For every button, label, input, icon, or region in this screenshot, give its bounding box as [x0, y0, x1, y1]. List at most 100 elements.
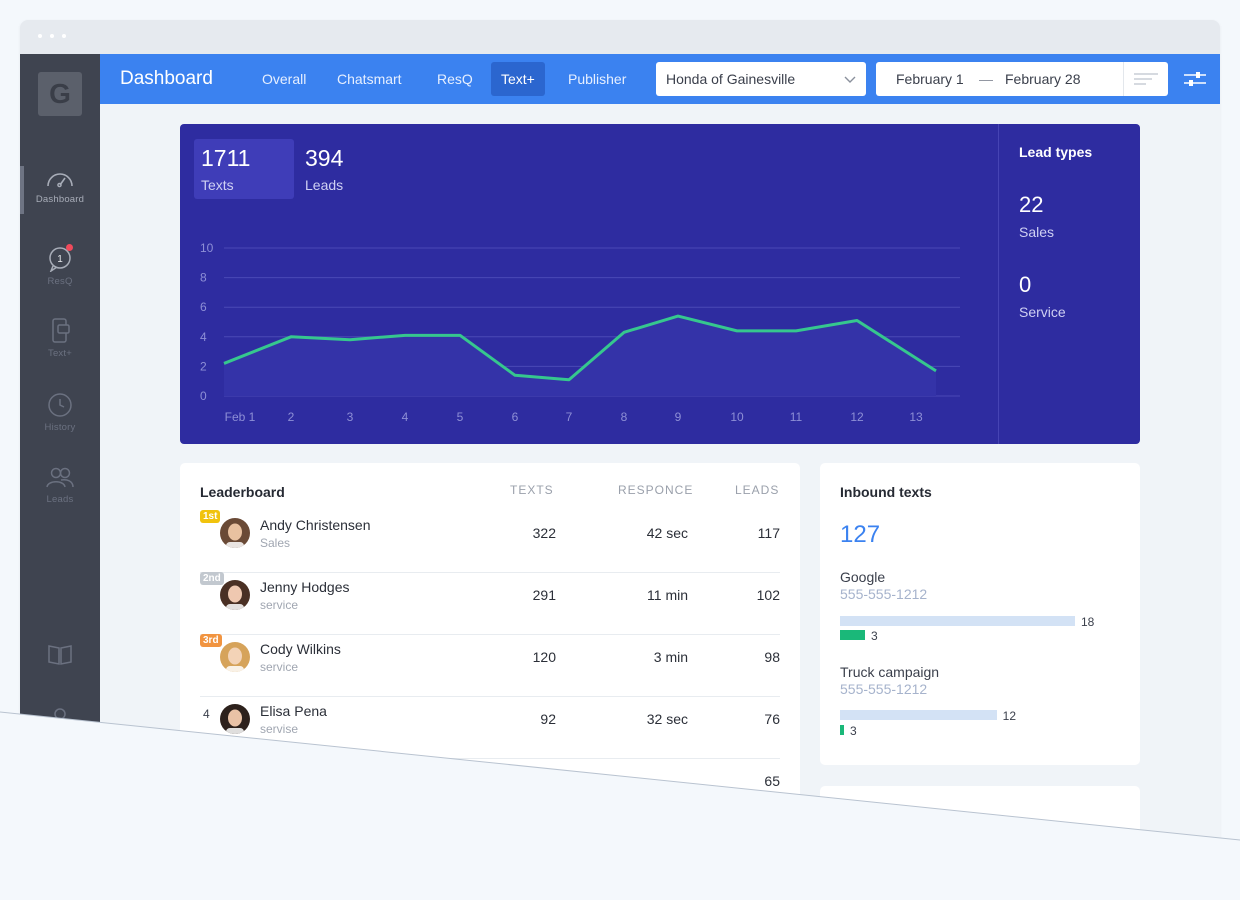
source-phone: 555-555-1212: [840, 681, 928, 697]
speedometer-icon: [47, 173, 73, 188]
y-tick-label: 0: [200, 389, 207, 403]
table-row[interactable]: 1st Andy Christensen Sales 322 42 sec 117: [200, 510, 780, 573]
dealer-select[interactable]: Honda of Gainesville: [656, 62, 866, 96]
inbound-title: Inbound texts: [840, 484, 932, 500]
sales-value: 22: [1019, 192, 1044, 217]
column-header-response[interactable]: RESPONCE: [618, 483, 694, 497]
column-header-texts[interactable]: TEXTS: [510, 483, 554, 497]
source-name: Google: [840, 569, 886, 585]
book-icon: [48, 645, 72, 665]
x-tick-label: 3: [347, 410, 354, 424]
lead-types-panel: Lead types 22 Sales 0 Service: [998, 124, 1140, 444]
source-leads-value: 3: [871, 629, 878, 643]
person-name[interactable]: Andy Christensen: [260, 517, 371, 533]
x-tick-label: 12: [850, 410, 864, 424]
window-titlebar: [20, 20, 1220, 54]
series-area: [224, 316, 936, 396]
x-tick-label: Feb 1: [225, 410, 256, 424]
person-name[interactable]: Cody Wilkins: [260, 641, 341, 657]
sidebar-item-dashboard[interactable]: Dashboard: [20, 166, 100, 214]
rank-badge: 1st: [200, 510, 221, 523]
sales-label: Sales: [1019, 224, 1055, 240]
y-tick-label: 4: [200, 330, 207, 344]
avatar[interactable]: [220, 704, 250, 734]
table-row[interactable]: 2nd Jenny Hodges service 291 11 min 102: [200, 572, 780, 635]
leads-value: 394: [305, 145, 344, 171]
avatar[interactable]: [220, 518, 250, 548]
x-tick-label: 10: [730, 410, 744, 424]
texts-value: 1711: [201, 145, 251, 171]
table-row[interactable]: 4 Elisa Pena servise 92 32 sec 76: [200, 696, 780, 759]
leaderboard-title: Leaderboard: [200, 484, 285, 500]
users-icon: [46, 467, 74, 488]
y-tick-label: 10: [200, 241, 214, 255]
person-name[interactable]: Elisa Pena: [260, 703, 327, 719]
brand-logo[interactable]: G: [38, 72, 82, 116]
date-to[interactable]: February 28: [1005, 71, 1081, 87]
dealer-select-value: Honda of Gainesville: [666, 71, 796, 87]
source-total-value: 12: [1002, 709, 1017, 723]
stat-leads[interactable]: 394 Leads: [298, 139, 398, 199]
series-line[interactable]: [223, 314, 937, 382]
person-role: service: [260, 660, 299, 674]
sidebar-item-label: Leads: [46, 494, 74, 505]
sidebar-item-account[interactable]: [20, 706, 100, 730]
x-tick-label: 9: [675, 410, 682, 424]
x-tick-label: 11: [790, 410, 803, 424]
table-row[interactable]: 3rd Cody Wilkins service 120 3 min 98: [200, 634, 780, 697]
tab-overall[interactable]: Overall: [262, 71, 307, 87]
sidebar: G Dashboard 1 ResQ Text+: [20, 54, 100, 880]
x-tick-label: 5: [457, 410, 464, 424]
source-phone: 555-555-1212: [840, 586, 928, 602]
avatar[interactable]: [220, 642, 250, 672]
person-role: service: [260, 598, 299, 612]
window-dot[interactable]: [50, 34, 54, 38]
service-value: 0: [1019, 272, 1032, 297]
rank-badge: 2nd: [200, 572, 224, 585]
inbound-total: 127: [840, 521, 881, 548]
texts-label: Texts: [201, 177, 234, 193]
sidebar-item-docs[interactable]: [20, 642, 100, 666]
leaderboard-card: Leaderboard TEXTS RESPONCE LEADS 1st And…: [180, 463, 800, 843]
date-range-picker[interactable]: February 1 — February 28: [876, 62, 1168, 96]
y-tick-label: 2: [200, 359, 207, 373]
sliders-icon[interactable]: [1184, 70, 1206, 88]
sidebar-item-label: Dashboard: [35, 194, 85, 205]
chevron-down-icon: [844, 62, 856, 109]
x-tick-label: 6: [512, 410, 519, 424]
stat-texts[interactable]: 1711 Texts: [194, 139, 294, 199]
cell-leads: 117: [757, 525, 780, 541]
sidebar-item-history[interactable]: History: [20, 392, 100, 433]
avatar[interactable]: [220, 580, 250, 610]
date-from[interactable]: February 1: [896, 71, 964, 87]
sidebar-item-leads[interactable]: Leads: [20, 466, 100, 505]
window-dot[interactable]: [38, 34, 42, 38]
source-total-bar: [840, 710, 997, 720]
tab-resq[interactable]: ResQ: [437, 71, 473, 87]
y-tick-label: 8: [200, 271, 207, 285]
clock-icon: [48, 393, 72, 417]
notification-dot: [66, 244, 73, 251]
source-leads-bar: [840, 630, 865, 640]
cell-response: 11 min: [647, 587, 688, 603]
tab-textplus[interactable]: Text+: [491, 62, 545, 96]
tab-chatsmart[interactable]: Chatsmart: [337, 71, 402, 87]
sidebar-item-textplus[interactable]: Text+: [20, 318, 100, 359]
table-row[interactable]: 65: [200, 758, 780, 820]
source-total-value: 18: [1081, 615, 1095, 629]
window-controls: [38, 34, 66, 38]
user-icon: [49, 708, 71, 730]
sort-lines-icon: [1134, 73, 1158, 85]
tab-publisher[interactable]: Publisher: [568, 71, 627, 87]
cell-texts: 92: [540, 711, 556, 727]
y-tick-label: 6: [200, 300, 207, 314]
window-dot[interactable]: [62, 34, 66, 38]
sort-button[interactable]: [1123, 62, 1168, 96]
cell-response: 3 min: [653, 649, 688, 665]
sidebar-item-resq[interactable]: 1 ResQ: [20, 244, 100, 287]
person-name[interactable]: Jenny Hodges: [260, 579, 350, 595]
texts-line-chart: 0 2 4 6 8 10 Feb 1 2 3 4 5 6 7 8 9 10 11 12 13: [200, 241, 960, 424]
cell-leads: 76: [764, 711, 780, 727]
rank-badge: 3rd: [200, 634, 222, 647]
column-header-leads[interactable]: LEADS: [735, 483, 780, 497]
